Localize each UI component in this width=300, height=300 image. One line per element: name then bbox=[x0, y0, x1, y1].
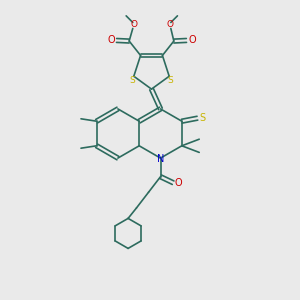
Text: S: S bbox=[168, 76, 174, 85]
Text: O: O bbox=[188, 35, 196, 45]
Text: O: O bbox=[107, 35, 115, 45]
Text: N: N bbox=[157, 154, 164, 164]
Text: O: O bbox=[166, 20, 173, 29]
Text: S: S bbox=[129, 76, 135, 85]
Text: O: O bbox=[130, 20, 137, 29]
Text: O: O bbox=[175, 178, 182, 188]
Text: S: S bbox=[200, 112, 206, 123]
